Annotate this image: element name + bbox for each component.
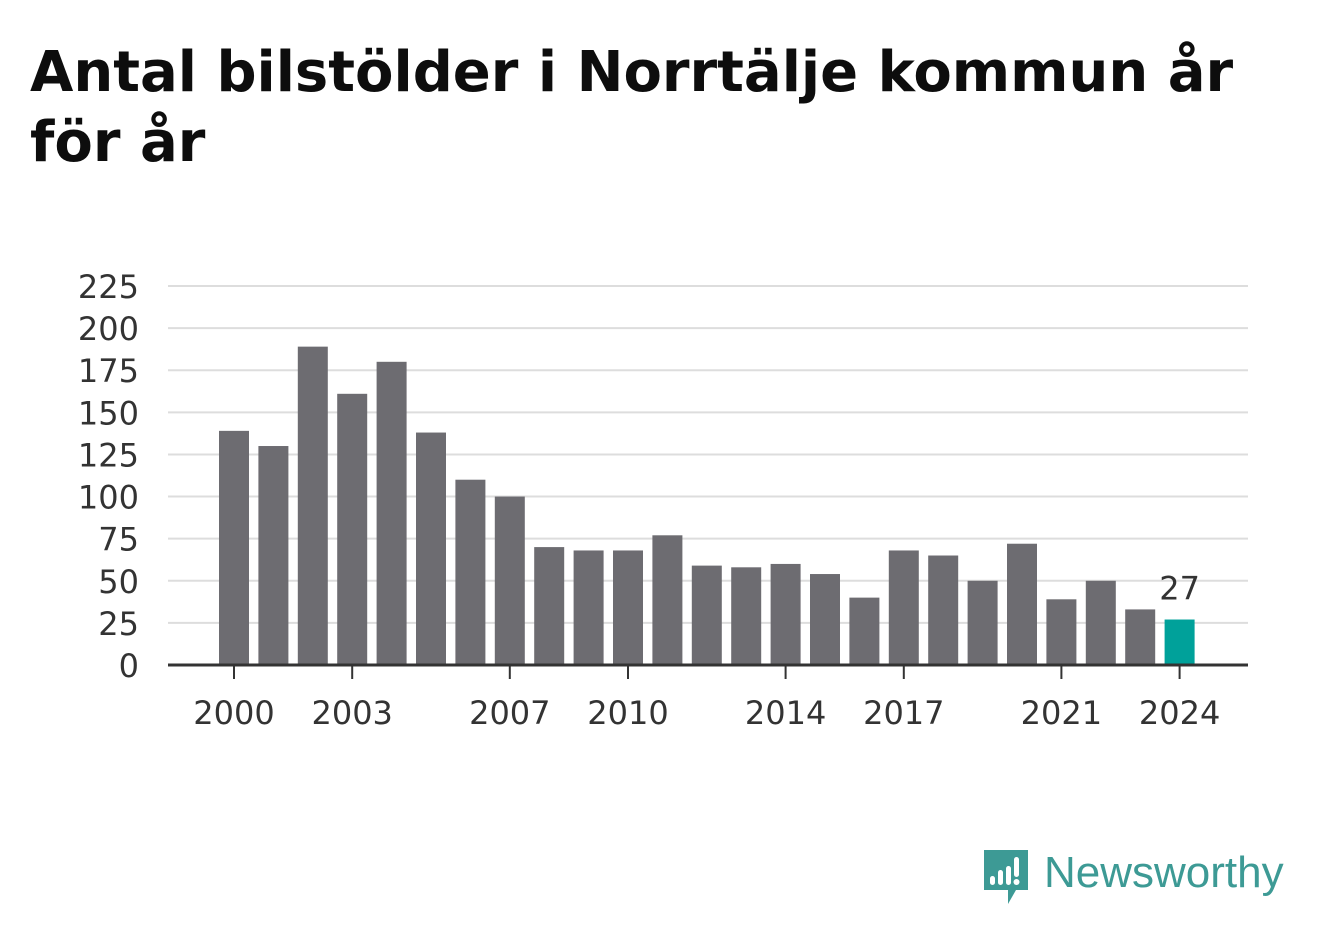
x-tick-label: 2007: [469, 694, 550, 732]
y-tick-label: 25: [98, 605, 139, 643]
bar-2024: [1164, 619, 1195, 665]
x-tick-label: 2003: [311, 694, 392, 732]
chart-title: Antal bilstölder i Norrtälje kommun år f…: [30, 40, 1234, 175]
bar-2020: [1007, 543, 1037, 665]
bar-2023: [1125, 609, 1156, 665]
bar-2009: [573, 550, 604, 665]
bar-2007: [494, 496, 525, 665]
y-tick-label: 175: [78, 352, 139, 390]
newsworthy-logo-icon: [984, 850, 1028, 904]
y-tick-label: 225: [78, 268, 139, 306]
y-tick-label: 0: [119, 647, 139, 685]
bar-value-labels: 27: [1159, 570, 1200, 608]
newsworthy-brand: Newsworthy: [982, 848, 1284, 910]
bar-2003: [337, 393, 368, 665]
bar-2014: [770, 563, 801, 665]
bar-2018: [928, 555, 959, 665]
x-tick-label: 2021: [1021, 694, 1102, 732]
x-tick-label: 2000: [193, 694, 274, 732]
x-axis-ticks: [233, 665, 1181, 679]
bar-2016: [849, 597, 880, 665]
bar-2010: [613, 550, 643, 665]
bar-value-label: 27: [1159, 570, 1200, 608]
x-tick-label: 2017: [863, 694, 944, 732]
bar-2012: [691, 565, 722, 665]
x-tick-label: 2010: [587, 694, 668, 732]
y-tick-label: 150: [78, 394, 139, 432]
bar-2011: [652, 535, 683, 665]
bar-2015: [810, 574, 840, 665]
bar-2001: [258, 446, 289, 665]
bar-2019: [967, 580, 998, 665]
bar-2002: [297, 346, 328, 665]
y-tick-label: 50: [98, 563, 139, 601]
bar-2004: [376, 361, 407, 665]
y-tick-label: 100: [78, 479, 139, 517]
bars: [219, 346, 1195, 665]
x-tick-label: 2024: [1139, 694, 1220, 732]
y-tick-label: 200: [78, 310, 139, 348]
y-tick-label: 75: [98, 521, 139, 559]
bar-2013: [731, 567, 762, 665]
y-tick-label: 125: [78, 436, 139, 474]
bar-2008: [534, 547, 565, 665]
bar-2006: [455, 479, 486, 665]
y-axis-tick-labels: 0 25 50 75 100 125 150 175 200 225: [78, 268, 139, 685]
x-axis-tick-labels: 2000 2003 2007 2010 2014 2017 2021 2024: [193, 694, 1220, 732]
x-tick-label: 2014: [745, 694, 826, 732]
bar-2005: [416, 432, 446, 665]
brand-name: Newsworthy: [1044, 848, 1284, 897]
bar-2021: [1046, 599, 1077, 665]
bar-2000: [219, 430, 249, 665]
bar-2017: [888, 550, 919, 665]
bar-2022: [1085, 580, 1116, 665]
